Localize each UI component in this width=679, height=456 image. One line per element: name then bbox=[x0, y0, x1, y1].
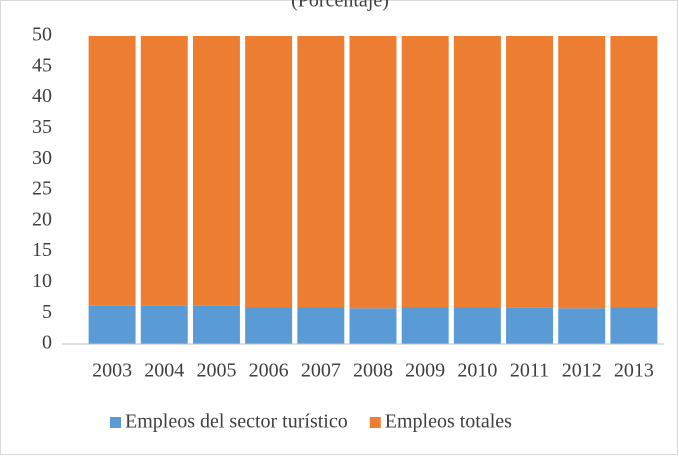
bar-segment bbox=[349, 36, 397, 309]
y-tick-label: 35 bbox=[32, 116, 52, 138]
bar-segment bbox=[401, 307, 449, 344]
bar-segment bbox=[297, 36, 345, 308]
bar-segment bbox=[558, 308, 606, 344]
bar-segment bbox=[506, 307, 554, 344]
legend-label: Empleos del sector turístico bbox=[125, 411, 348, 433]
bar-segment bbox=[349, 308, 397, 344]
y-tick-label: 25 bbox=[32, 178, 52, 200]
x-tick-label: 2013 bbox=[614, 360, 654, 382]
bar-segment bbox=[245, 307, 293, 344]
bar-segment bbox=[610, 307, 658, 344]
bar-segment bbox=[88, 305, 136, 344]
bar-segment bbox=[192, 36, 240, 306]
chart-subtitle: (Porcentaje) bbox=[291, 0, 389, 12]
x-tick-label: 2010 bbox=[457, 360, 497, 382]
bar-segment bbox=[558, 36, 606, 309]
bar-segment bbox=[453, 36, 501, 308]
y-tick-label: 30 bbox=[32, 147, 52, 169]
bar-segment bbox=[506, 36, 554, 308]
x-tick-label: 2012 bbox=[562, 360, 602, 382]
bar-segment bbox=[297, 307, 345, 344]
bar-segment bbox=[245, 36, 293, 308]
legend-swatch bbox=[369, 417, 381, 428]
x-tick-label: 2006 bbox=[249, 360, 289, 382]
bar-segment bbox=[88, 36, 136, 306]
bar-segment bbox=[401, 36, 449, 308]
x-tick-label: 2008 bbox=[353, 360, 393, 382]
y-tick-label: 10 bbox=[32, 270, 52, 292]
y-tick-label: 20 bbox=[32, 208, 52, 230]
x-tick-label: 2003 bbox=[92, 360, 132, 382]
bar-segment bbox=[140, 36, 188, 306]
x-tick-label: 2009 bbox=[405, 360, 445, 382]
bar-segment bbox=[453, 307, 501, 344]
y-tick-label: 45 bbox=[32, 54, 52, 76]
x-tick-label: 2007 bbox=[301, 360, 341, 382]
bar-segment bbox=[192, 305, 240, 344]
legend-swatch bbox=[110, 417, 121, 428]
y-tick-label: 40 bbox=[32, 85, 52, 107]
bar-segment bbox=[610, 36, 658, 308]
y-tick-label: 15 bbox=[32, 239, 52, 261]
x-tick-label: 2004 bbox=[144, 360, 184, 382]
y-tick-label: 0 bbox=[42, 332, 52, 354]
y-tick-label: 50 bbox=[32, 24, 52, 46]
x-tick-label: 2011 bbox=[510, 360, 549, 382]
x-tick-label: 2005 bbox=[196, 360, 236, 382]
legend-label: Empleos totales bbox=[385, 411, 512, 433]
y-tick-label: 5 bbox=[42, 301, 52, 323]
bar-segment bbox=[140, 305, 188, 344]
